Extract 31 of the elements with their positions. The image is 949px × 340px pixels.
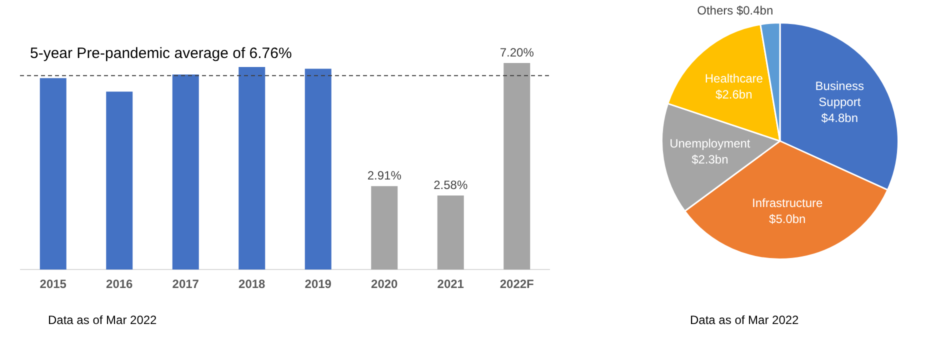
- x-tick-label: 2020: [371, 277, 398, 292]
- x-tick-label: 2016: [106, 277, 134, 292]
- x-tick-label: 2021: [437, 277, 464, 292]
- slice-label: Others $0.4bn: [697, 4, 774, 18]
- slice-label: Infrastructure: [752, 196, 824, 210]
- bar: [172, 74, 199, 270]
- x-tick-label: 2022F: [500, 277, 534, 292]
- data-label: $5.0bn: [769, 212, 806, 226]
- data-label: 2.91%: [367, 168, 402, 182]
- bar: [437, 196, 464, 270]
- data-label: 7.20%: [500, 45, 534, 60]
- bar: [40, 78, 66, 270]
- x-tick-label: 2019: [304, 277, 332, 292]
- bar: [238, 66, 266, 270]
- text: Data as of Mar 2022: [48, 313, 157, 327]
- slice-label: Healthcare: [704, 71, 764, 86]
- slice-label: Unemployment: [670, 136, 751, 150]
- bar: [304, 68, 332, 270]
- bar: [106, 92, 133, 270]
- data-label: $2.3bn: [692, 152, 728, 166]
- slice-label: Business Support: [815, 78, 864, 109]
- data-label: $2.6bn: [716, 87, 752, 102]
- text: Data as of Mar 2022: [690, 313, 799, 327]
- ref-line-label: 5-year Pre-pandemic average of 6.76%: [30, 45, 292, 62]
- x-tick-label: 2018: [238, 277, 266, 292]
- bar: [371, 186, 398, 270]
- data-label: $4.8bn: [821, 110, 858, 125]
- x-tick-label: 2017: [172, 277, 200, 292]
- x-tick-label: 2015: [40, 277, 67, 292]
- data-label: 2.58%: [434, 178, 468, 192]
- bar: [504, 62, 530, 270]
